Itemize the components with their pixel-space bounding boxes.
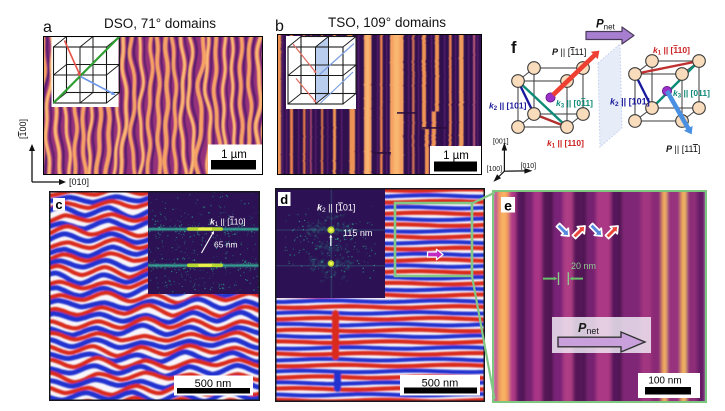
svg-text:1 µm: 1 µm xyxy=(221,149,247,161)
svg-text:[100]: [100] xyxy=(18,119,28,139)
svg-text:k3 || [011]: k3 || [011] xyxy=(673,88,710,100)
svg-text:100 nm: 100 nm xyxy=(648,376,681,387)
svg-text:k1 || [110]: k1 || [110] xyxy=(547,138,584,150)
svg-text:[010]: [010] xyxy=(521,163,537,170)
svg-text:f: f xyxy=(511,39,517,57)
svg-text:k2 || [101]: k2 || [101] xyxy=(489,101,527,113)
svg-text:65 nm: 65 nm xyxy=(214,240,238,250)
svg-text:e: e xyxy=(504,198,512,214)
svg-text:115 nm: 115 nm xyxy=(343,228,372,238)
svg-text:P || [111]: P || [111] xyxy=(552,47,586,57)
svg-text:Pnet: Pnet xyxy=(578,321,599,336)
svg-text:500 nm: 500 nm xyxy=(195,378,232,390)
svg-text:1 µm: 1 µm xyxy=(443,150,469,162)
svg-text:c: c xyxy=(55,197,62,212)
svg-text:k1 || [110]: k1 || [110] xyxy=(653,45,690,57)
svg-text:P || [111]: P || [111] xyxy=(666,144,700,154)
svg-text:500 nm: 500 nm xyxy=(422,378,459,390)
svg-text:k1 || [110]: k1 || [110] xyxy=(210,217,246,229)
svg-text:[100]: [100] xyxy=(487,166,503,173)
svg-text:d: d xyxy=(280,192,288,207)
svg-text:20 nm: 20 nm xyxy=(571,261,596,271)
svg-text:k3 || [011]: k3 || [011] xyxy=(556,98,593,110)
svg-text:[001]: [001] xyxy=(493,139,509,146)
svg-text:k2 || [101]: k2 || [101] xyxy=(317,203,355,215)
svg-text:Pnet: Pnet xyxy=(596,19,616,32)
svg-text:k2 || [101]: k2 || [101] xyxy=(610,97,650,109)
svg-text:[010]: [010] xyxy=(69,177,89,187)
